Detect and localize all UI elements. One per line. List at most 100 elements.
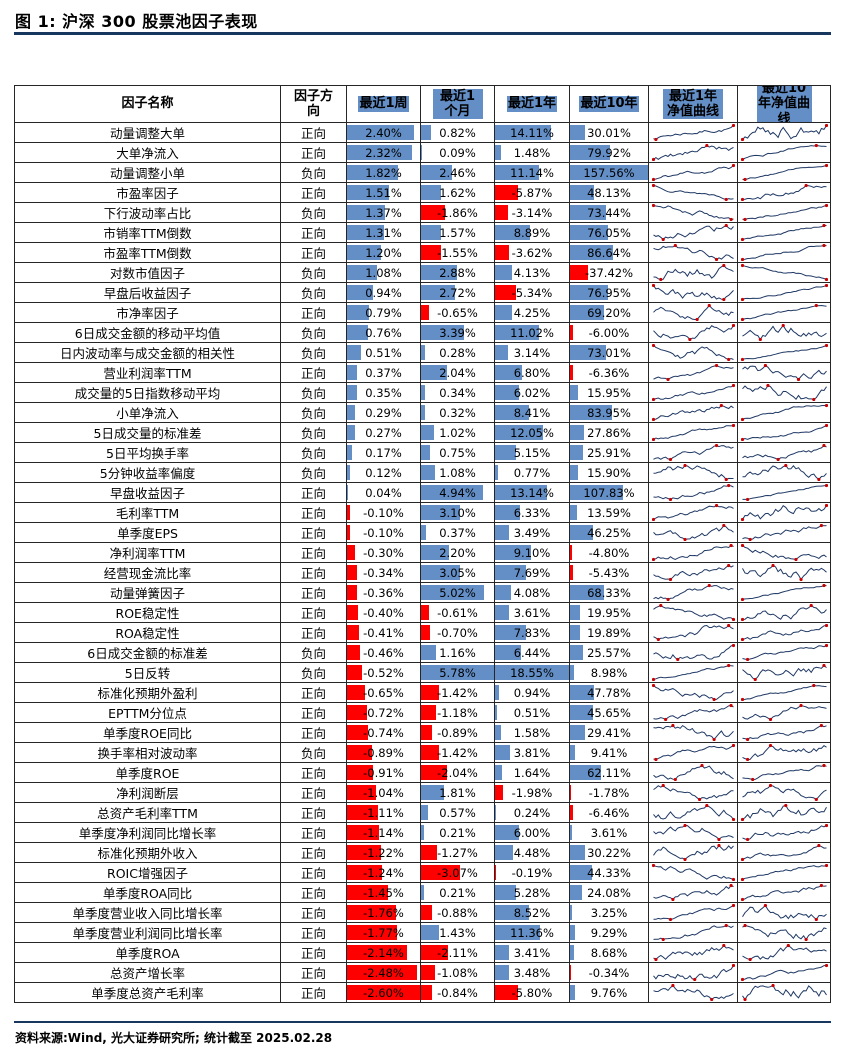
value-label: 0.57% bbox=[439, 805, 476, 820]
positive-data-bar bbox=[570, 345, 607, 360]
value-label: 11.02% bbox=[510, 325, 554, 340]
recent-1m-cell: 0.57% bbox=[421, 803, 495, 823]
positive-data-bar bbox=[421, 425, 434, 440]
nav-curve-10y-cell bbox=[738, 523, 831, 543]
factor-direction-cell: 正向 bbox=[281, 803, 347, 823]
recent-10y-cell: -1.78% bbox=[570, 783, 649, 803]
recent-1w-cell: -0.10% bbox=[347, 503, 421, 523]
header-label: 因子方向 bbox=[293, 88, 333, 119]
recent-10y-cell: 73.44% bbox=[570, 203, 649, 223]
nav-curve-10y-cell bbox=[738, 183, 831, 203]
recent-10y-cell: 46.25% bbox=[570, 523, 649, 543]
table-row: 6日成交金额的移动平均值 负向 0.76% 3.39% 11.02% -6.00% bbox=[15, 323, 831, 343]
positive-data-bar bbox=[570, 745, 575, 760]
nav-curve-1y-cell bbox=[649, 703, 738, 723]
recent-1y-cell: 6.02% bbox=[495, 383, 570, 403]
positive-data-bar bbox=[570, 625, 580, 640]
value-label: 5.15% bbox=[513, 445, 551, 460]
recent-1w-cell: -1.45% bbox=[347, 883, 421, 903]
factor-name-cell: 总资产毛利率TTM bbox=[15, 803, 281, 823]
sparkline-1y bbox=[652, 924, 734, 941]
positive-data-bar bbox=[421, 325, 464, 340]
value-label: 2.32% bbox=[365, 145, 402, 160]
sparkline-1y bbox=[651, 144, 734, 161]
sparkline-1y bbox=[652, 884, 734, 901]
recent-1m-cell: 0.82% bbox=[421, 123, 495, 143]
negative-data-bar bbox=[347, 805, 379, 820]
nav-curve-10y-cell bbox=[738, 963, 831, 983]
value-label: 13.14% bbox=[510, 485, 554, 500]
sparkline-10y bbox=[740, 884, 827, 901]
recent-1w-cell: 0.17% bbox=[347, 443, 421, 463]
nav-curve-1y-cell bbox=[649, 863, 738, 883]
value-label: -3.07% bbox=[437, 865, 478, 880]
positive-data-bar bbox=[570, 685, 594, 700]
sparkline-10y bbox=[740, 684, 827, 701]
nav-curve-1y-cell bbox=[649, 903, 738, 923]
nav-curve-10y-cell bbox=[738, 463, 831, 483]
positive-data-bar bbox=[495, 805, 496, 820]
value-label: 0.35% bbox=[365, 385, 402, 400]
recent-1w-cell: -1.11% bbox=[347, 803, 421, 823]
nav-curve-1y-cell bbox=[649, 883, 738, 903]
factor-name-cell: 市净率因子 bbox=[15, 303, 281, 323]
recent-1w-cell: -2.60% bbox=[347, 983, 421, 1003]
sparkline-1y bbox=[651, 544, 734, 561]
factor-name-cell: 动量弹簧因子 bbox=[15, 583, 281, 603]
sparkline-10y bbox=[740, 304, 827, 321]
recent-1y-cell: 6.00% bbox=[495, 823, 570, 843]
sparkline-10y bbox=[740, 144, 827, 161]
header-nav-curve-1y: 最近1年净值曲线 bbox=[649, 86, 738, 123]
factor-direction-cell: 正向 bbox=[281, 983, 347, 1003]
sparkline-1y bbox=[652, 604, 735, 621]
sparkline-10y bbox=[740, 224, 826, 241]
recent-1y-cell: -0.19% bbox=[495, 863, 570, 883]
sparkline-10y bbox=[740, 244, 827, 261]
positive-data-bar bbox=[570, 885, 582, 900]
value-label: 1.48% bbox=[513, 145, 551, 160]
recent-1w-cell: 0.94% bbox=[347, 283, 421, 303]
positive-data-bar bbox=[495, 605, 510, 620]
sparkline-1y bbox=[651, 384, 735, 401]
recent-1m-cell: -0.61% bbox=[421, 603, 495, 623]
positive-data-bar bbox=[495, 545, 532, 560]
recent-1m-cell: 1.43% bbox=[421, 923, 495, 943]
recent-1y-cell: -1.98% bbox=[495, 783, 570, 803]
nav-curve-10y-cell bbox=[738, 683, 831, 703]
nav-curve-10y-cell bbox=[738, 263, 831, 283]
positive-data-bar bbox=[495, 585, 512, 600]
recent-1m-cell: 0.37% bbox=[421, 523, 495, 543]
value-label: 8.98% bbox=[590, 665, 628, 680]
positive-data-bar bbox=[495, 505, 521, 520]
value-label: 29.41% bbox=[587, 725, 631, 740]
table-row: 单季度ROA同比 正向 -1.45% 0.21% 5.28% 24.08% bbox=[15, 883, 831, 903]
positive-data-bar bbox=[495, 725, 502, 740]
factor-name-cell: 单季度ROA bbox=[15, 943, 281, 963]
sparkline-1y bbox=[652, 324, 735, 341]
value-label: 2.88% bbox=[439, 265, 476, 280]
negative-data-bar bbox=[421, 965, 435, 980]
factor-direction-cell: 正向 bbox=[281, 883, 347, 903]
value-label: 4.48% bbox=[513, 845, 551, 860]
positive-data-bar bbox=[495, 325, 539, 340]
value-label: 1.08% bbox=[439, 465, 476, 480]
factor-direction-cell: 正向 bbox=[281, 863, 347, 883]
positive-data-bar bbox=[570, 125, 585, 140]
positive-data-bar bbox=[347, 365, 358, 380]
negative-data-bar bbox=[495, 285, 517, 300]
header-factor-direction: 因子方向 bbox=[281, 86, 347, 123]
sparkline-1y bbox=[652, 224, 734, 241]
table-row: 单季度ROA 正向 -2.14% -2.11% 3.41% 8.68% bbox=[15, 943, 831, 963]
value-label: 0.79% bbox=[365, 305, 402, 320]
positive-data-bar bbox=[421, 585, 485, 600]
figure-title: 图 1: 沪深 300 股票池因子表现 bbox=[15, 12, 258, 31]
sparkline-10y bbox=[742, 464, 827, 481]
value-label: 0.94% bbox=[513, 685, 551, 700]
factor-direction-cell: 负向 bbox=[281, 343, 347, 363]
positive-data-bar bbox=[570, 605, 580, 620]
positive-data-bar bbox=[570, 765, 601, 780]
table-row: 对数市值因子 负向 1.08% 2.88% 4.13% -37.42% bbox=[15, 263, 831, 283]
recent-1m-cell: 0.28% bbox=[421, 343, 495, 363]
factor-name-cell: 单季度营业收入同比增长率 bbox=[15, 903, 281, 923]
